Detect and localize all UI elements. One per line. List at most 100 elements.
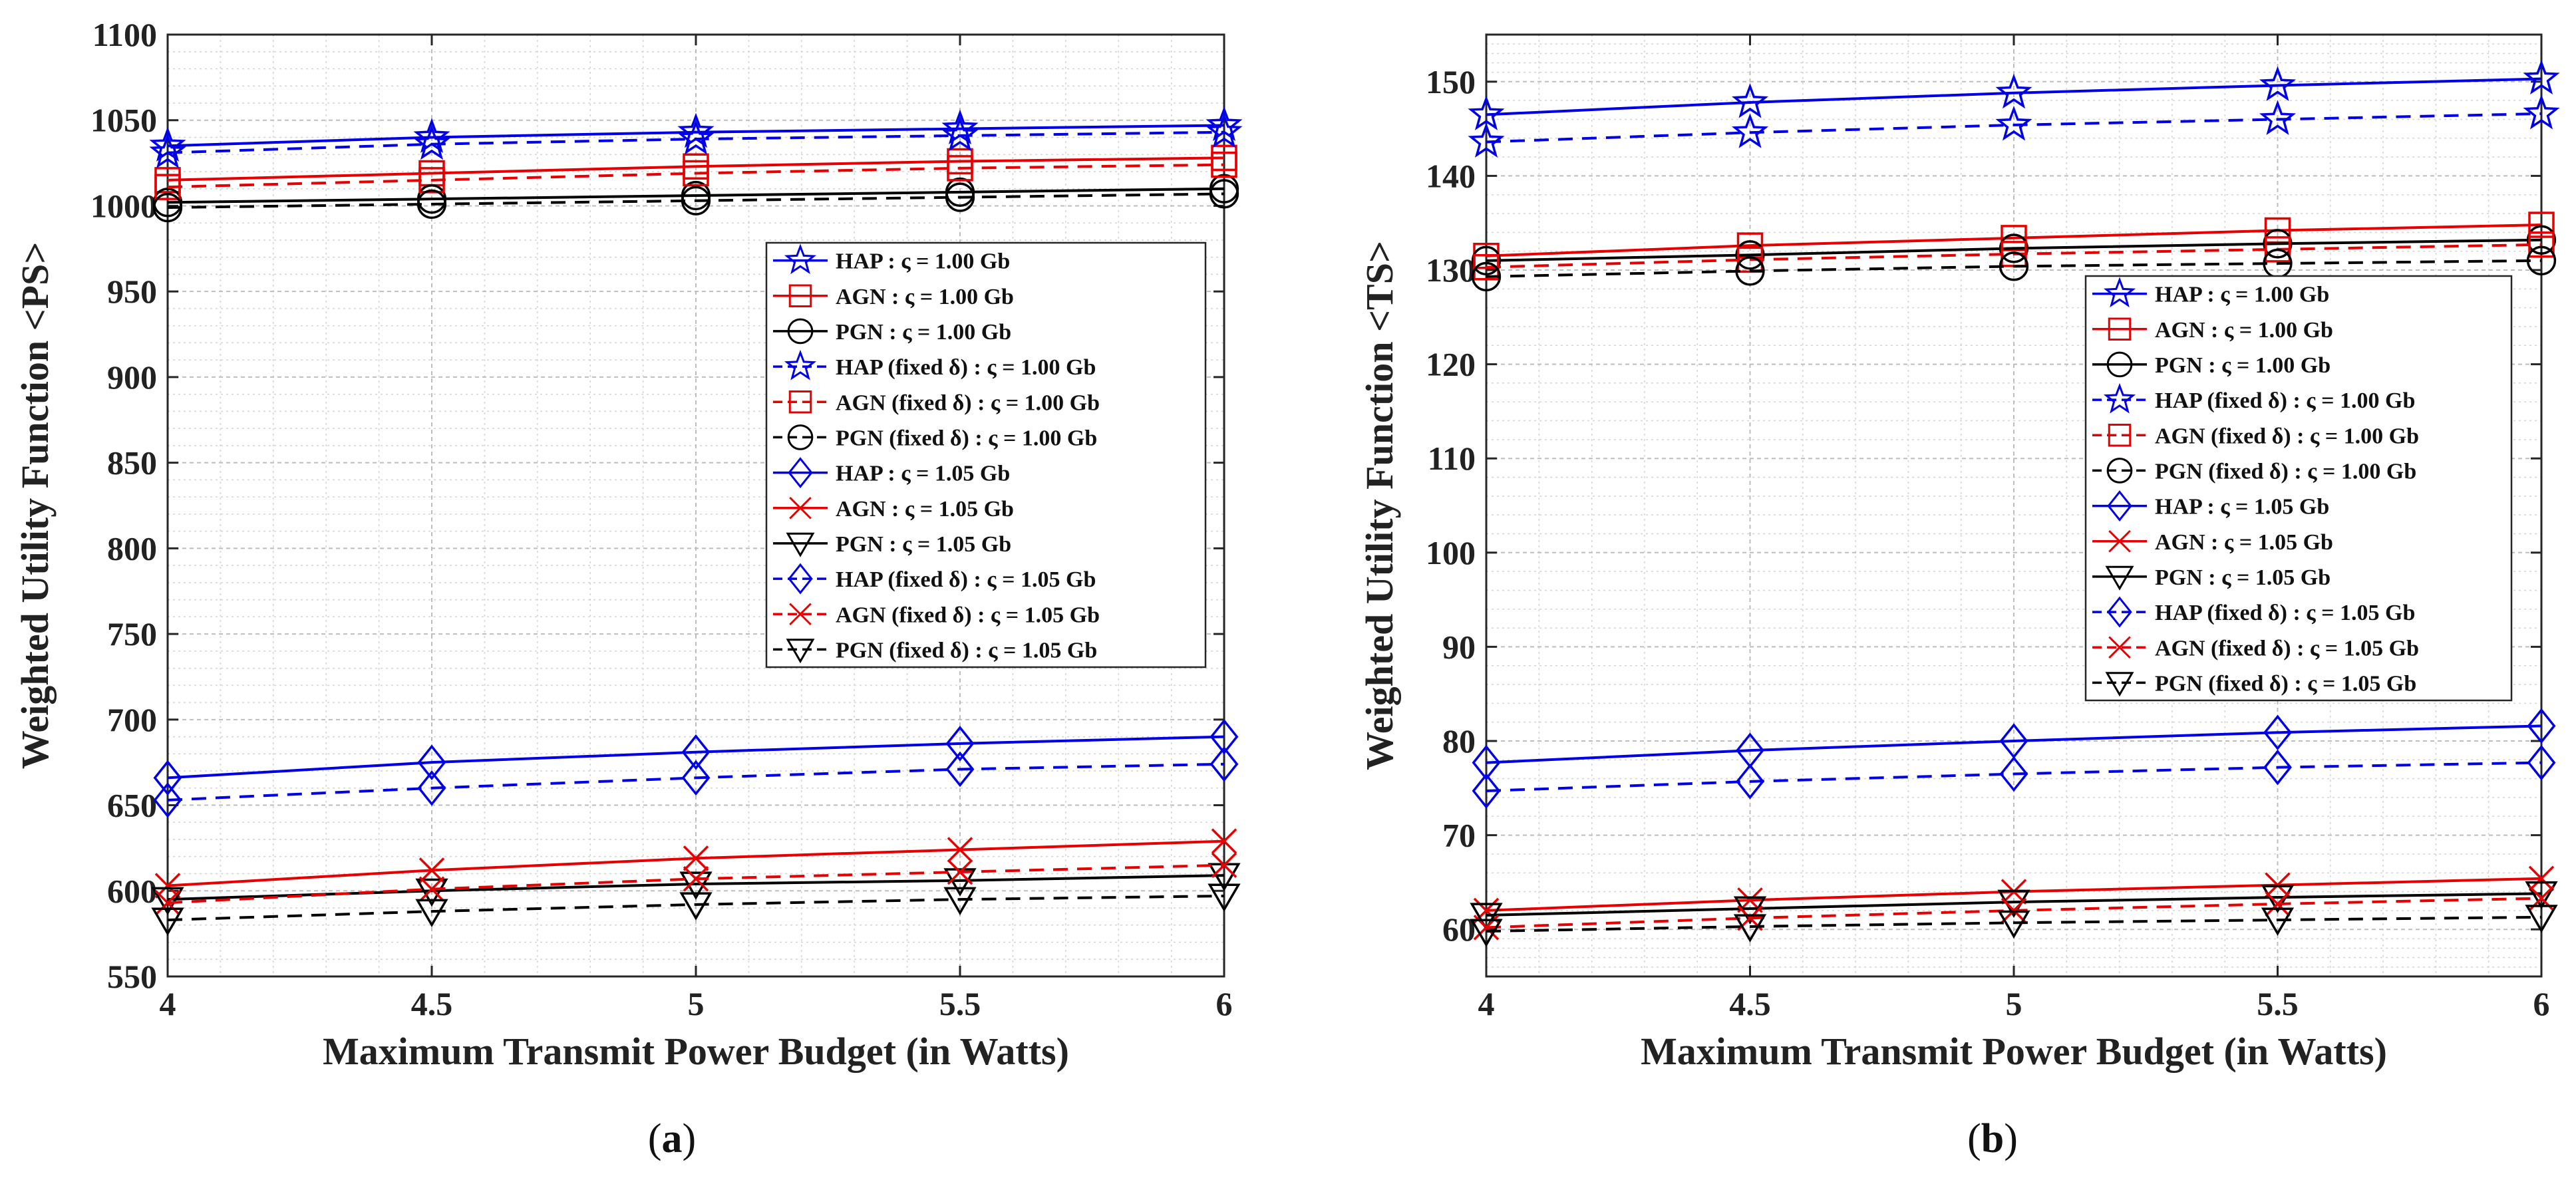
data-point-square bbox=[2264, 236, 2291, 263]
data-point-star bbox=[1731, 82, 1769, 118]
legend-marker-x bbox=[789, 496, 812, 519]
data-point-triangle bbox=[151, 907, 184, 936]
data-point-x bbox=[947, 859, 973, 885]
chart-a: 4 4.5 5 5.5 6 550 600 650 700 750 800 850 900 950 1000… bbox=[13, 16, 1243, 1161]
legend: HAP : ς = 1.00 Gb AGN : ς = 1.00 Gb PGN : … bbox=[765, 241, 1207, 668]
series-10 bbox=[153, 746, 1239, 818]
series-line bbox=[1486, 915, 2542, 933]
legend-entry: HAP (fixed δ) : ς = 1.00 Gb bbox=[773, 349, 1096, 380]
legend-label: AGN : ς = 1.00 Gb bbox=[836, 285, 1014, 309]
series-line bbox=[1486, 77, 2542, 116]
series-line bbox=[1486, 724, 2542, 764]
legend-entry: AGN (fixed δ) : ς = 1.05 Gb bbox=[2092, 636, 2419, 661]
data-point-circle bbox=[1999, 251, 2029, 281]
x-tick-label: 6 bbox=[1216, 985, 1233, 1022]
legend-entry: HAP (fixed δ) : ς = 1.00 Gb bbox=[2092, 382, 2415, 414]
series-line bbox=[167, 735, 1225, 780]
legend-label: AGN : ς = 1.05 Gb bbox=[2155, 530, 2333, 555]
data-point-circle bbox=[1999, 233, 2029, 263]
series-10 bbox=[1472, 744, 2556, 809]
series-6 bbox=[1471, 245, 2557, 292]
data-point-triangle bbox=[1733, 914, 1767, 943]
data-point-star bbox=[677, 119, 715, 155]
y-tick-label: 1100 bbox=[92, 16, 157, 53]
series-6 bbox=[152, 179, 1239, 223]
legend: HAP : ς = 1.00 Gb AGN : ς = 1.00 Gb PGN : … bbox=[2084, 275, 2513, 702]
data-point-diamond bbox=[2263, 714, 2292, 751]
legend-label: PGN (fixed δ) : ς = 1.00 Gb bbox=[836, 426, 1097, 450]
data-point-star bbox=[1995, 105, 2032, 141]
legend-marker-x bbox=[789, 603, 812, 626]
data-point-x bbox=[418, 876, 445, 902]
data-point-circle bbox=[681, 186, 711, 216]
series-line bbox=[1486, 238, 2542, 262]
series-11 bbox=[154, 852, 1237, 916]
x-tick-label: 6 bbox=[2533, 985, 2550, 1022]
legend-label: AGN : ς = 1.00 Gb bbox=[2155, 318, 2333, 343]
data-point-circle bbox=[152, 192, 183, 223]
caption-letter: b bbox=[1981, 1116, 2004, 1161]
data-point-diamond bbox=[681, 760, 711, 796]
y-tick-label: 800 bbox=[107, 529, 157, 567]
data-point-star bbox=[1468, 95, 1505, 130]
series-line bbox=[167, 124, 1225, 148]
x-axis-title: Maximum Transmit Power Budget (in Watts) bbox=[1641, 1030, 2387, 1073]
legend-marker-x bbox=[2108, 529, 2131, 553]
panel-caption: (a) bbox=[648, 1116, 696, 1161]
data-point-star bbox=[2259, 66, 2297, 101]
data-point-diamond bbox=[1472, 744, 1501, 781]
chart-b: 4 4.5 5 5.5 6 60 70 80 90 100 110 120 130 140 150 Maxim… bbox=[1358, 33, 2560, 1161]
data-point-circle bbox=[2526, 225, 2557, 255]
data-point-triangle bbox=[415, 878, 448, 907]
data-point-diamond bbox=[1999, 756, 2028, 792]
y-tick-label: 1050 bbox=[90, 102, 157, 139]
legend-marker-star bbox=[2103, 382, 2136, 414]
data-point-triangle bbox=[943, 868, 977, 897]
data-point-x bbox=[1211, 852, 1237, 878]
legend-marker-diamond bbox=[788, 457, 813, 488]
data-point-triangle bbox=[1997, 910, 2030, 939]
y-tick-label: 150 bbox=[1426, 63, 1476, 100]
legend-marker-star bbox=[784, 243, 817, 275]
data-point-x bbox=[2528, 865, 2555, 891]
legend-entry: AGN : ς = 1.00 Gb bbox=[773, 284, 1014, 309]
series-line bbox=[167, 192, 1225, 210]
series-line bbox=[1486, 223, 2542, 257]
series-line bbox=[1486, 112, 2542, 144]
legend-label: AGN : ς = 1.05 Gb bbox=[836, 497, 1014, 521]
legend-label: HAP : ς = 1.05 Gb bbox=[2155, 495, 2329, 519]
legend-label: AGN (fixed δ) : ς = 1.00 Gb bbox=[2155, 424, 2419, 448]
legend-entry: PGN : ς = 1.00 Gb bbox=[2092, 351, 2331, 378]
legend-entry: PGN : ς = 1.05 Gb bbox=[2092, 565, 2331, 591]
data-point-triangle bbox=[1470, 903, 1503, 931]
legend-entry: AGN : ς = 1.00 Gb bbox=[2092, 317, 2333, 343]
legend-marker-circle bbox=[787, 424, 814, 450]
data-point-triangle bbox=[943, 887, 977, 916]
x-axis-title: Maximum Transmit Power Budget (in Watts) bbox=[323, 1030, 1069, 1073]
data-point-circle bbox=[1735, 240, 1765, 270]
y-tick-label: 100 bbox=[1426, 534, 1476, 571]
legend-label: PGN (fixed δ) : ς = 1.05 Gb bbox=[2155, 671, 2416, 696]
legend-entry: AGN (fixed δ) : ς = 1.05 Gb bbox=[773, 603, 1100, 627]
series-line bbox=[1486, 259, 2542, 278]
legend-marker-circle bbox=[787, 318, 814, 345]
data-point-circle bbox=[1471, 245, 1502, 275]
series-group bbox=[1468, 59, 2560, 947]
legend-marker-circle bbox=[2106, 351, 2133, 378]
legend-entry: PGN (fixed δ) : ς = 1.05 Gb bbox=[773, 638, 1097, 664]
series-line bbox=[1486, 761, 2542, 793]
legend-marker-triangle bbox=[2105, 565, 2134, 591]
legend-marker-square bbox=[788, 390, 812, 414]
caption-letter: a bbox=[662, 1116, 683, 1161]
data-point-star bbox=[1468, 122, 1505, 158]
data-point-diamond bbox=[2527, 744, 2556, 781]
series-group bbox=[149, 106, 1243, 936]
data-point-circle bbox=[945, 182, 975, 212]
legend-marker-square bbox=[2108, 317, 2132, 341]
legend-entry: HAP : ς = 1.00 Gb bbox=[773, 243, 1010, 275]
y-tick-label: 850 bbox=[107, 444, 157, 482]
data-point-star bbox=[1206, 112, 1243, 148]
legend-entry: HAP : ς = 1.05 Gb bbox=[2092, 490, 2329, 521]
y-tick-label: 700 bbox=[107, 701, 157, 738]
legend-entry: PGN (fixed δ) : ς = 1.00 Gb bbox=[773, 424, 1097, 450]
